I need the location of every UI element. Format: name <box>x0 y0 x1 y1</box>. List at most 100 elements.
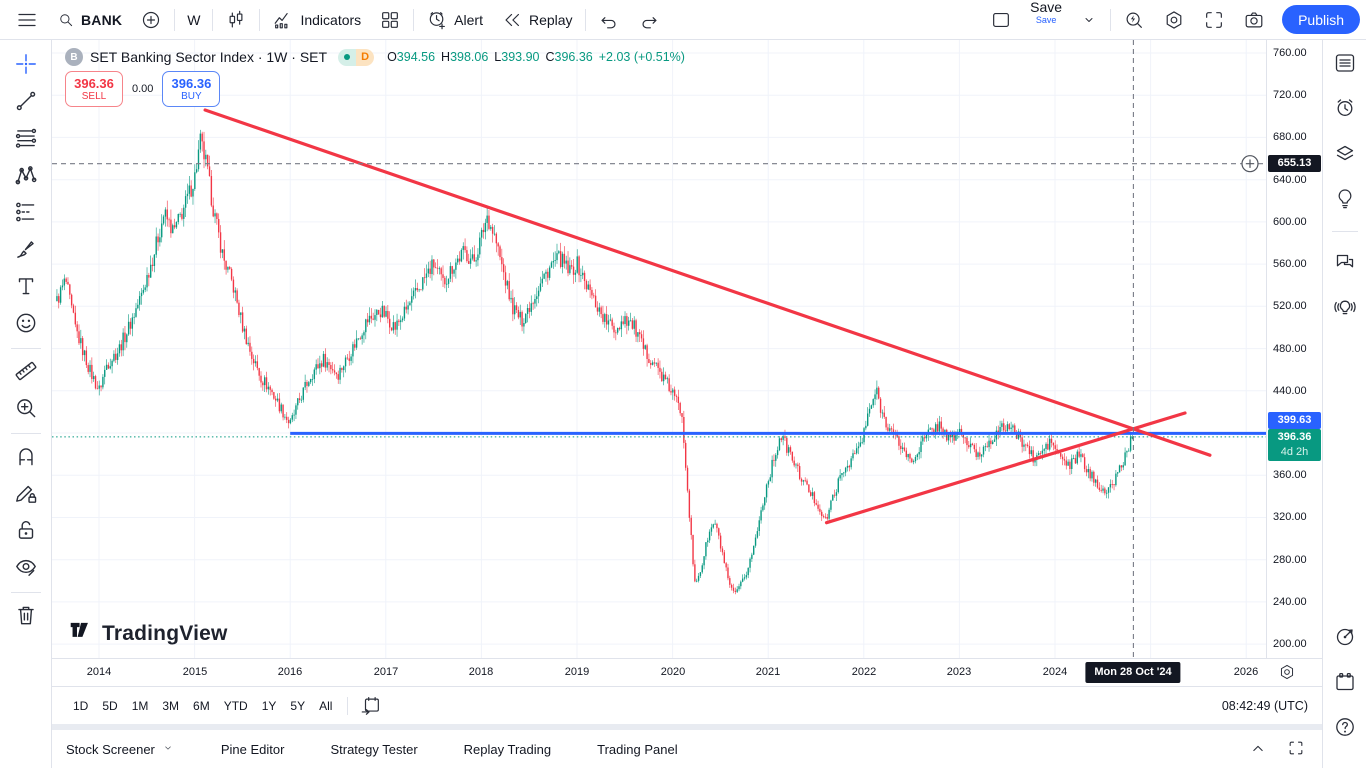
measure-tool-button[interactable] <box>8 354 44 390</box>
candlestick-icon <box>225 9 247 31</box>
fib-retracement-tool-button[interactable] <box>8 121 44 157</box>
bottom-panel: Stock Screener Pine Editor Strategy Tester… <box>52 730 1322 768</box>
year-tick: 2021 <box>755 666 781 678</box>
main-menu-button[interactable] <box>6 1 48 39</box>
year-tick: 2019 <box>564 666 590 678</box>
watchlist-sidebar-button[interactable] <box>1330 49 1360 79</box>
time-axis[interactable]: 2014 2015 2016 2017 2018 2019 2020 2021 2022 2023… <box>52 658 1322 686</box>
hide-drawings-icon <box>13 554 39 583</box>
chart-style-button[interactable] <box>216 1 256 39</box>
streams-sidebar-button[interactable] <box>1330 293 1360 323</box>
layers-sidebar-button[interactable] <box>1330 139 1360 169</box>
divider <box>584 8 586 31</box>
panel-maximize-button[interactable] <box>1284 737 1308 761</box>
hide-drawings-tool-button[interactable] <box>8 550 44 586</box>
range-5y-button[interactable]: 5Y <box>283 695 312 717</box>
tradingview-watermark: TradingView <box>68 618 228 649</box>
divider <box>10 592 41 593</box>
alerts-sidebar-button[interactable] <box>1330 94 1360 124</box>
legend-title: SET Banking Sector Index · 1W · SET <box>90 49 328 65</box>
undo-button[interactable] <box>589 1 629 39</box>
range-toolbar: 1D 5D 1M 3M 6M YTD 1Y 5Y All 08:42:49 (UTC) <box>52 686 1322 724</box>
quick-search-icon <box>1123 9 1145 31</box>
panel-expand-button[interactable] <box>1246 737 1270 761</box>
line-price-label: 399.63 <box>1268 412 1321 429</box>
zoom-in-tool-button[interactable] <box>8 391 44 427</box>
time-axis-settings-button[interactable] <box>1278 663 1296 681</box>
lock-all-tool-button[interactable] <box>8 513 44 549</box>
range-6m-button[interactable]: 6M <box>186 695 217 717</box>
target-sidebar-button[interactable] <box>1330 623 1360 653</box>
publish-button[interactable]: Publish <box>1282 5 1360 34</box>
price-axis[interactable]: 760.00 720.00 680.00 640.00 600.00 560.00 520.… <box>1266 40 1322 658</box>
range-3m-button[interactable]: 3M <box>155 695 186 717</box>
chat-icon <box>1333 250 1357 277</box>
crosshair-date-label: Mon 28 Oct '24 <box>1085 662 1181 683</box>
price-tick: 760.00 <box>1273 47 1307 59</box>
layout-button[interactable] <box>981 1 1021 39</box>
buy-button[interactable]: 396.36 BUY <box>162 71 221 107</box>
compare-add-button[interactable] <box>131 1 171 39</box>
watchlist-icon <box>1333 51 1357 78</box>
help-sidebar-button[interactable] <box>1330 713 1360 743</box>
fib-retracement-icon <box>13 125 39 154</box>
save-menu-button[interactable] <box>1071 1 1107 39</box>
chevron-up-icon <box>1248 738 1268 761</box>
draw-lock-icon <box>13 480 39 509</box>
layout-icon <box>990 9 1012 31</box>
emoji-tool-button[interactable] <box>8 306 44 342</box>
range-5d-button[interactable]: 5D <box>95 695 124 717</box>
tab-stock-screener[interactable]: Stock Screener <box>66 741 175 758</box>
screenshot-button[interactable] <box>1234 1 1274 39</box>
interval-button[interactable]: W <box>178 1 209 39</box>
ideas-sidebar-button[interactable] <box>1330 184 1360 214</box>
crosshair-tool-button[interactable] <box>8 47 44 83</box>
trend-line-tool-button[interactable] <box>8 84 44 120</box>
draw-lock-tool-button[interactable] <box>8 476 44 512</box>
chat-sidebar-button[interactable] <box>1330 248 1360 278</box>
indicator-templates-button[interactable] <box>370 1 410 39</box>
price-tick: 560.00 <box>1273 258 1307 270</box>
chart-pane[interactable]: B SET Banking Sector Index · 1W · SET D … <box>52 40 1266 658</box>
price-chart[interactable] <box>52 40 1266 658</box>
panel-divider <box>52 724 1322 730</box>
magnet-tool-button[interactable] <box>8 439 44 475</box>
range-1y-button[interactable]: 1Y <box>255 695 284 717</box>
remove-drawings-tool-button[interactable] <box>8 598 44 634</box>
alert-button[interactable]: Alert <box>417 1 492 39</box>
quick-search-button[interactable] <box>1114 1 1154 39</box>
symbol-search-button[interactable]: BANK <box>48 1 131 39</box>
spread-value: 0.00 <box>132 83 154 95</box>
brush-tool-button[interactable] <box>8 232 44 268</box>
year-tick: 2017 <box>373 666 399 678</box>
status-badge: D <box>338 48 375 66</box>
sell-button[interactable]: 396.36 SELL <box>65 71 123 107</box>
text-tool-button[interactable] <box>8 269 44 305</box>
save-button[interactable]: Save Save <box>1021 0 1071 39</box>
tab-strategy-tester[interactable]: Strategy Tester <box>330 741 418 757</box>
redo-button[interactable] <box>629 1 669 39</box>
range-ytd-button[interactable]: YTD <box>217 695 255 717</box>
fullscreen-button[interactable] <box>1194 1 1234 39</box>
clock-timezone-button[interactable]: 08:42:49 (UTC) <box>1221 698 1308 713</box>
tab-replay-trading[interactable]: Replay Trading <box>463 741 552 757</box>
range-all-button[interactable]: All <box>312 695 339 717</box>
emoji-icon <box>13 310 39 339</box>
tab-trading-panel[interactable]: Trading Panel <box>597 741 678 757</box>
range-1d-button[interactable]: 1D <box>66 695 95 717</box>
top-toolbar: BANK W Indicators Alert Replay Save Save <box>0 0 1366 40</box>
symbol-logo: B <box>65 48 83 66</box>
replay-button[interactable]: Replay <box>492 1 582 39</box>
price-tick: 280.00 <box>1273 554 1307 566</box>
divider <box>212 8 214 31</box>
forecast-tool-button[interactable] <box>8 195 44 231</box>
range-1m-button[interactable]: 1M <box>125 695 156 717</box>
goto-date-button[interactable] <box>356 687 386 725</box>
year-tick: 2020 <box>660 666 686 678</box>
trade-buttons: 396.36 SELL 0.00 396.36 BUY <box>65 71 221 107</box>
calendar-sidebar-button[interactable] <box>1330 668 1360 698</box>
tab-pine-editor[interactable]: Pine Editor <box>220 741 285 757</box>
xabcd-pattern-tool-button[interactable] <box>8 158 44 194</box>
settings-button[interactable] <box>1154 1 1194 39</box>
indicators-button[interactable]: Indicators <box>263 1 370 39</box>
